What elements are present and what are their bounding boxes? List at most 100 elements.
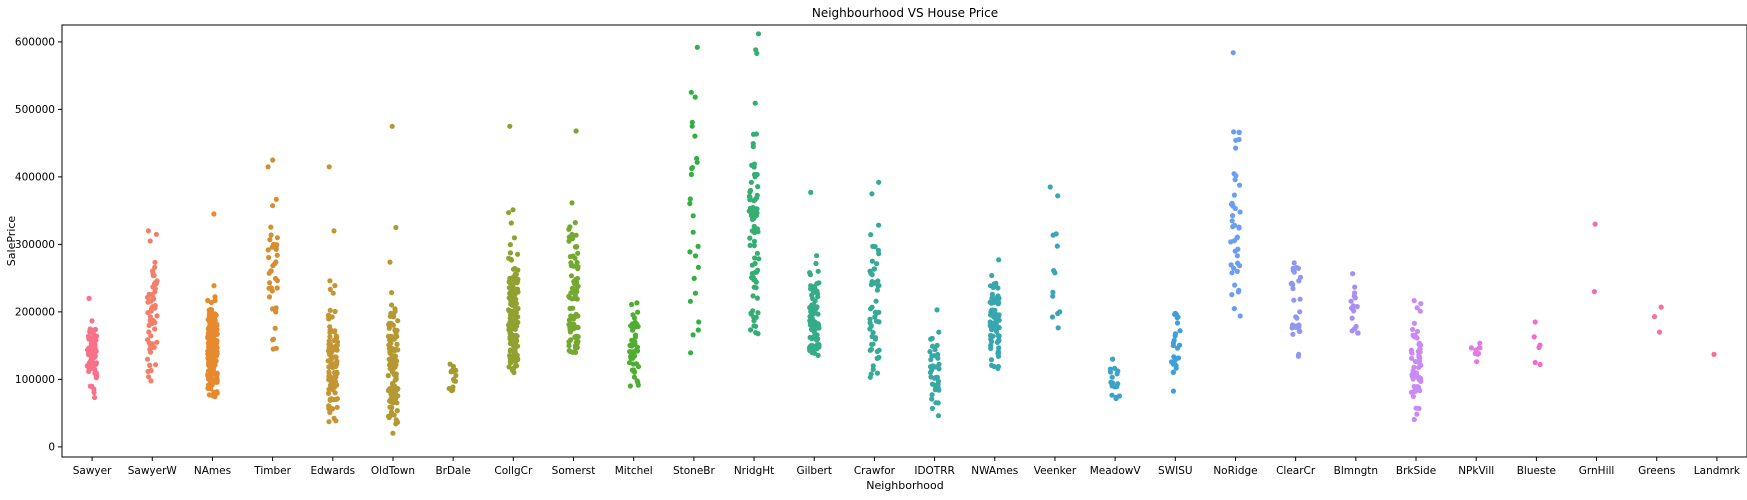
data-point — [1174, 345, 1181, 351]
data-point — [147, 314, 153, 320]
data-point — [87, 329, 93, 335]
data-point — [515, 343, 521, 349]
data-point — [514, 338, 520, 344]
data-point — [754, 192, 760, 198]
data-point — [755, 331, 761, 337]
data-point — [205, 348, 211, 354]
data-point — [1116, 393, 1122, 399]
data-point — [211, 337, 218, 343]
data-point — [875, 283, 881, 289]
data-point — [93, 337, 99, 344]
data-point — [754, 250, 761, 256]
x-tick-label: Veenker — [1034, 465, 1077, 477]
data-point — [1233, 145, 1239, 151]
data-point — [935, 413, 942, 419]
data-point — [1477, 345, 1483, 351]
data-point — [747, 242, 753, 248]
data-point — [870, 330, 876, 336]
data-point — [92, 326, 99, 333]
data-point — [334, 370, 340, 377]
data-point — [569, 200, 575, 206]
data-point — [209, 345, 215, 351]
data-point — [1173, 365, 1179, 371]
data-point — [1229, 270, 1235, 276]
data-point — [750, 293, 756, 299]
data-point — [394, 334, 400, 340]
data-point — [695, 264, 702, 270]
data-point — [635, 309, 641, 315]
data-point — [1711, 351, 1717, 357]
data-point — [147, 362, 153, 368]
data-point — [1109, 392, 1115, 398]
data-point — [1414, 384, 1420, 390]
data-point — [1352, 284, 1358, 290]
data-point — [1532, 359, 1538, 366]
data-point — [867, 320, 873, 326]
data-point — [93, 370, 99, 376]
data-point — [1291, 260, 1297, 266]
data-point — [1290, 331, 1296, 337]
data-point — [691, 275, 697, 281]
data-point — [812, 298, 818, 304]
data-point — [266, 294, 273, 300]
data-point — [394, 408, 400, 414]
data-point — [569, 285, 576, 291]
data-point — [692, 94, 698, 100]
data-point — [568, 273, 575, 279]
data-point — [629, 355, 636, 361]
data-point — [86, 368, 92, 374]
data-point — [813, 260, 819, 267]
data-point — [867, 347, 873, 353]
data-point — [92, 353, 98, 360]
data-point — [1416, 375, 1422, 381]
data-point — [633, 324, 640, 330]
data-point — [747, 235, 753, 241]
data-point — [988, 345, 994, 351]
data-point — [688, 89, 694, 95]
data-point — [153, 281, 159, 287]
data-point — [927, 349, 933, 355]
data-point — [987, 299, 993, 305]
x-tick-label: Edwards — [311, 465, 356, 477]
data-point — [752, 277, 758, 283]
data-point — [751, 161, 758, 167]
data-point — [814, 332, 820, 338]
data-point — [1410, 326, 1416, 332]
data-point — [272, 275, 279, 282]
data-point — [1411, 364, 1417, 370]
data-point — [1114, 371, 1120, 377]
data-point — [573, 232, 579, 238]
data-point — [1409, 355, 1415, 361]
data-point — [814, 253, 820, 259]
data-point — [86, 350, 92, 356]
data-point — [513, 332, 519, 338]
data-point — [873, 298, 879, 304]
data-point — [328, 354, 334, 360]
x-tick-label: Blueste — [1517, 465, 1556, 477]
data-point — [936, 329, 942, 335]
data-point — [1418, 362, 1424, 368]
data-point — [1656, 329, 1663, 335]
data-point — [1055, 193, 1061, 199]
data-point — [1235, 246, 1241, 252]
data-point — [1049, 314, 1056, 320]
data-point — [752, 255, 758, 261]
data-point — [988, 357, 995, 363]
data-point — [1174, 320, 1181, 326]
data-point — [694, 159, 700, 165]
data-point — [1047, 184, 1053, 190]
data-point — [1352, 295, 1358, 301]
y-tick-label: 200000 — [15, 306, 55, 318]
data-point — [145, 356, 151, 362]
data-point — [1051, 268, 1057, 274]
data-point — [152, 289, 158, 295]
data-point — [267, 280, 273, 286]
data-point — [1177, 328, 1183, 334]
data-point — [815, 268, 821, 274]
data-point — [1109, 374, 1115, 380]
data-point — [326, 164, 332, 170]
data-point — [1416, 340, 1422, 346]
data-point — [331, 397, 337, 403]
data-point — [205, 371, 211, 377]
data-point — [1410, 393, 1416, 399]
